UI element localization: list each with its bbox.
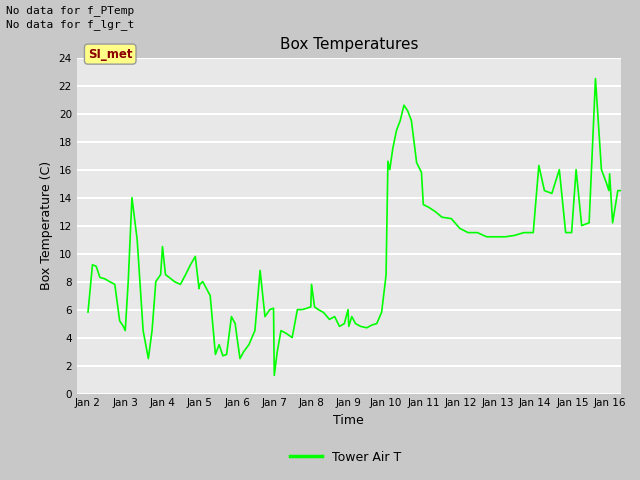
Legend: Tower Air T: Tower Air T (285, 446, 406, 469)
Title: Box Temperatures: Box Temperatures (280, 37, 418, 52)
Y-axis label: Box Temperature (C): Box Temperature (C) (40, 161, 53, 290)
Text: SI_met: SI_met (88, 48, 132, 60)
Text: No data for f_PTemp
No data for f_lgr_t: No data for f_PTemp No data for f_lgr_t (6, 5, 134, 30)
X-axis label: Time: Time (333, 414, 364, 427)
